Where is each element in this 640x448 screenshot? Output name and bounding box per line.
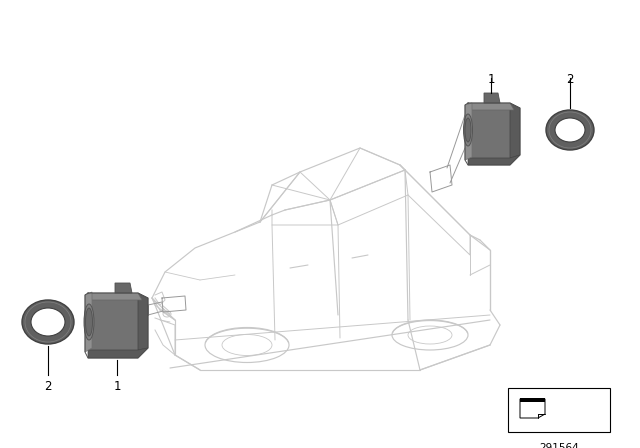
Ellipse shape	[465, 118, 471, 142]
Polygon shape	[88, 293, 138, 350]
Ellipse shape	[546, 110, 594, 150]
Polygon shape	[510, 103, 520, 158]
Polygon shape	[88, 293, 142, 300]
Polygon shape	[85, 292, 92, 352]
Ellipse shape	[22, 300, 74, 344]
Text: 1: 1	[487, 73, 495, 86]
Ellipse shape	[84, 304, 94, 340]
Polygon shape	[484, 93, 500, 103]
Text: 1: 1	[113, 380, 121, 393]
Text: 2: 2	[566, 73, 573, 86]
Polygon shape	[468, 103, 510, 158]
Polygon shape	[138, 293, 148, 350]
Bar	[520, 398, 545, 402]
Ellipse shape	[555, 118, 585, 142]
Polygon shape	[468, 155, 520, 165]
Polygon shape	[88, 348, 148, 358]
Polygon shape	[465, 103, 472, 160]
Text: 2: 2	[44, 380, 52, 393]
Text: 291564: 291564	[539, 443, 579, 448]
Ellipse shape	[31, 308, 65, 336]
Polygon shape	[520, 399, 545, 418]
Ellipse shape	[463, 114, 472, 146]
Bar	[508, 388, 610, 432]
Ellipse shape	[86, 308, 93, 336]
Polygon shape	[468, 103, 514, 110]
Polygon shape	[115, 283, 132, 293]
